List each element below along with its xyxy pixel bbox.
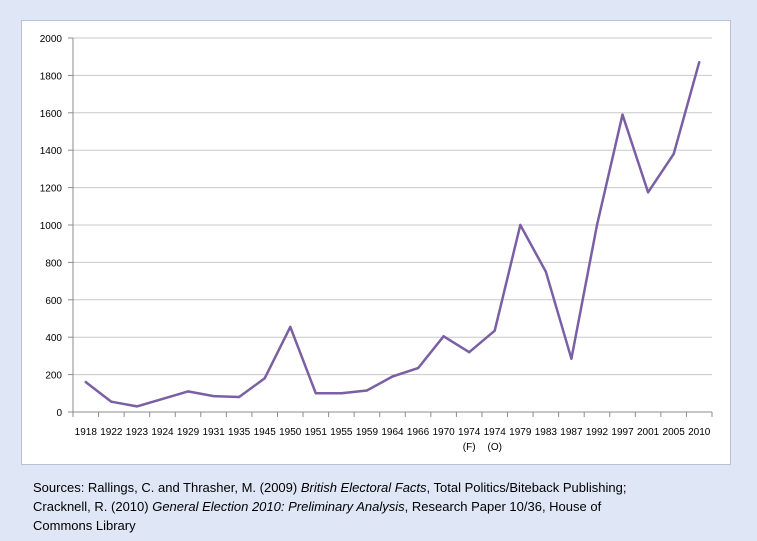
y-tick-label: 400 (45, 333, 62, 344)
x-tick-label: 1935 (228, 427, 251, 438)
x-tick-label: 1955 (330, 427, 353, 438)
x-tick-label: 1974 (458, 427, 481, 438)
data-point (621, 113, 624, 116)
source-text: Sources: Rallings, C. and Thrasher, M. (… (33, 480, 301, 495)
x-tick-label: 1992 (586, 427, 609, 438)
x-tick-label: 2010 (688, 427, 711, 438)
x-tick-label: 1945 (254, 427, 277, 438)
data-point (595, 223, 599, 227)
x-tick-label: 2005 (663, 427, 686, 438)
y-tick-label: 600 (45, 296, 62, 307)
x-tick-label: 1974 (484, 427, 507, 438)
data-point (212, 394, 215, 398)
x-tick-label: 1950 (279, 427, 302, 438)
data-point (340, 392, 343, 395)
x-tick-label: 1922 (100, 427, 123, 438)
data-point (519, 223, 522, 227)
data-point (416, 366, 420, 370)
y-tick-label: 0 (56, 408, 62, 419)
data-point (186, 390, 190, 393)
data-point (467, 350, 471, 354)
x-tick-sublabel: (O) (488, 442, 502, 453)
data-point (161, 397, 164, 401)
data-point (544, 270, 548, 273)
y-tick-label: 1400 (40, 146, 63, 157)
data-point (135, 405, 139, 408)
y-tick-label: 800 (45, 258, 62, 269)
x-tick-label: 1931 (202, 427, 225, 438)
data-point (442, 335, 445, 338)
x-tick-label: 1979 (509, 427, 532, 438)
source-text: , Research Paper 10/36, House of (404, 499, 602, 514)
data-point (84, 380, 87, 384)
data-point (493, 329, 496, 332)
y-tick-label: 2000 (40, 34, 63, 45)
source-line-3: Commons Library (33, 516, 733, 535)
data-point (365, 389, 369, 392)
x-tick-label: 1970 (432, 427, 455, 438)
data-point (570, 357, 573, 360)
x-tick-label: 1959 (356, 427, 379, 438)
y-tick-label: 1000 (40, 221, 63, 232)
source-text: Commons Library (33, 518, 136, 533)
x-tick-label: 1964 (381, 427, 404, 438)
x-tick-label: 1951 (305, 427, 328, 438)
source-note: Sources: Rallings, C. and Thrasher, M. (… (33, 478, 733, 535)
y-tick-label: 1200 (40, 184, 63, 195)
source-line-1: Sources: Rallings, C. and Thrasher, M. (… (33, 478, 733, 497)
source-line-2: Cracknell, R. (2010) General Election 20… (33, 497, 733, 516)
x-tick-label: 1966 (407, 427, 430, 438)
data-point (698, 61, 701, 64)
data-point (110, 400, 113, 403)
data-point (237, 395, 241, 399)
x-tick-label: 1997 (611, 427, 634, 438)
x-tick-label: 1983 (535, 427, 558, 438)
data-point (672, 152, 675, 156)
x-tick-label: 1987 (560, 427, 583, 438)
data-point (314, 392, 318, 395)
data-point (391, 375, 394, 378)
data-point (263, 377, 266, 380)
y-tick-label: 1600 (40, 109, 63, 120)
y-tick-label: 1800 (40, 71, 63, 82)
y-tick-label: 200 (45, 371, 62, 382)
chart-area: 0 200 400 600 800 1000 1200 1400 1600 1800 2000 191… (21, 20, 731, 465)
source-title: British Electoral Facts (300, 480, 427, 495)
data-point (646, 191, 650, 194)
x-tick-label: 1929 (177, 427, 200, 438)
source-title: General Election 2010: Preliminary Analy… (152, 499, 405, 514)
line-chart: 0 200 400 600 800 1000 1200 1400 1600 1800 2000 191… (40, 34, 713, 453)
data-point (289, 325, 292, 329)
source-text: Cracknell, R. (2010) (33, 499, 153, 514)
series-line (84, 61, 701, 408)
source-text: , Total Politics/Biteback Publishing; (426, 480, 627, 495)
x-tick-label: 1918 (75, 427, 98, 438)
x-tick-label: 1923 (126, 427, 149, 438)
x-tick-sublabel: (F) (463, 442, 476, 453)
x-tick-label: 2001 (637, 427, 660, 438)
x-tick-label: 1924 (151, 427, 174, 438)
